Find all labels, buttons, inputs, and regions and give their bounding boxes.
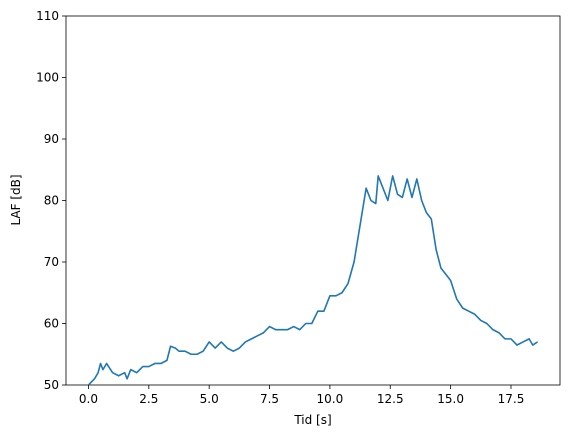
y-tick-label: 90 <box>44 132 59 146</box>
axes-frame <box>65 15 561 386</box>
x-tick-label: 5.0 <box>200 392 219 406</box>
y-tick-label: 50 <box>44 378 59 392</box>
y-tick-label: 110 <box>36 9 59 23</box>
x-tick-label: 15.0 <box>437 392 464 406</box>
line <box>87 175 538 386</box>
x-tick-label: 7.5 <box>260 392 279 406</box>
x-tick-label: 17.5 <box>498 392 525 406</box>
x-axis-label: Tid [s] <box>293 413 331 427</box>
x-tick-label: 10.0 <box>317 392 344 406</box>
y-tick-label: 60 <box>44 317 59 331</box>
x-tick-label: 12.5 <box>377 392 404 406</box>
y-tick-label: 80 <box>44 194 59 208</box>
y-tick-label: 100 <box>36 71 59 85</box>
y-tick-label: 70 <box>44 255 59 269</box>
x-tick-label: 2.5 <box>139 392 158 406</box>
y-axis-label: LAF [dB] <box>9 174 23 225</box>
x-tick-label: 0.0 <box>79 392 98 406</box>
